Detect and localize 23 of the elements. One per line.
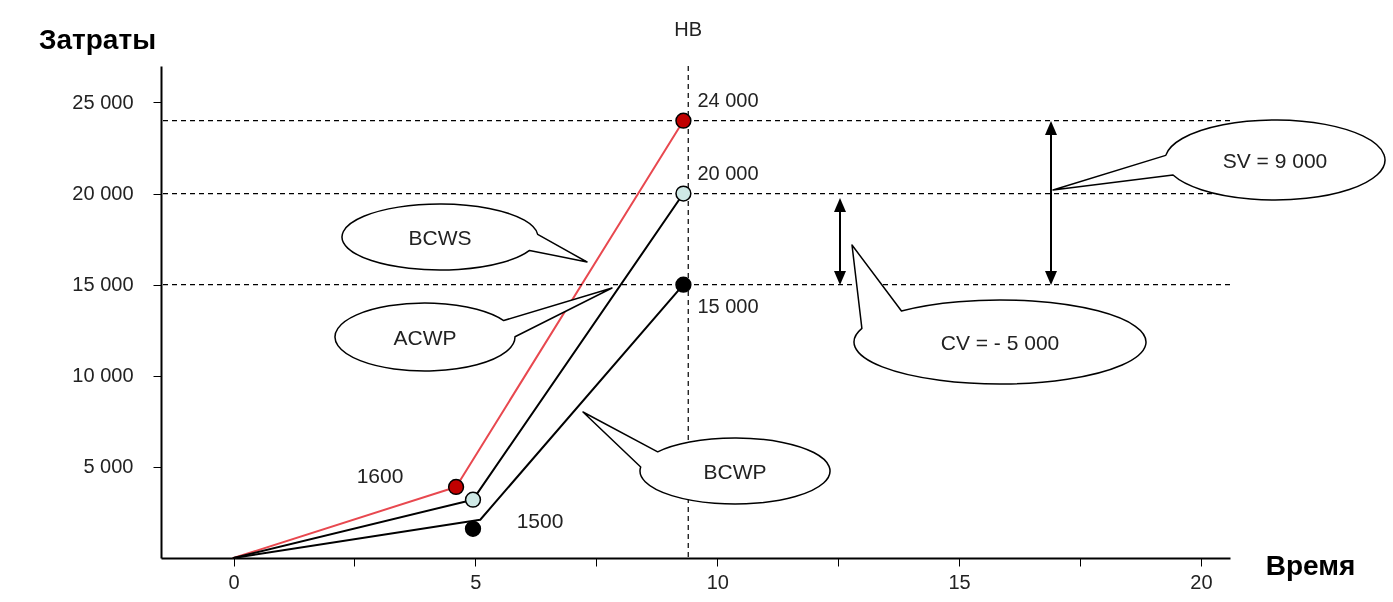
x-tick-label: 15 xyxy=(948,570,971,593)
annotation: 1500 xyxy=(516,508,564,532)
annotation: 1600 xyxy=(356,463,404,487)
text: BCWS xyxy=(408,225,472,249)
data-label: 24 000 xyxy=(697,88,759,111)
text: BCWP xyxy=(703,459,767,483)
data-label: 15 000 xyxy=(697,294,759,317)
y-tick-label: 25 000 xyxy=(72,90,134,113)
ref-line-label: НВ xyxy=(674,18,703,40)
x-tick-label: 20 xyxy=(1190,570,1213,593)
x-tick-label: 5 xyxy=(470,570,482,593)
y-tick-label: 5 000 xyxy=(83,455,134,478)
x-tick-label: 0 xyxy=(228,570,240,593)
text: ACWP xyxy=(393,325,457,349)
y-tick-label: 10 000 xyxy=(72,364,134,387)
y-tick-label: 20 000 xyxy=(72,182,134,205)
y-tick-label: 15 000 xyxy=(72,273,134,296)
x-axis-title: Время xyxy=(1265,549,1356,581)
y-axis-title: Затраты xyxy=(38,23,157,55)
annotation: CV = - 5 000 xyxy=(940,330,1060,354)
annotation: SV = 9 000 xyxy=(1222,148,1328,172)
data-label: 20 000 xyxy=(697,161,759,184)
x-tick-label: 10 xyxy=(706,570,729,593)
